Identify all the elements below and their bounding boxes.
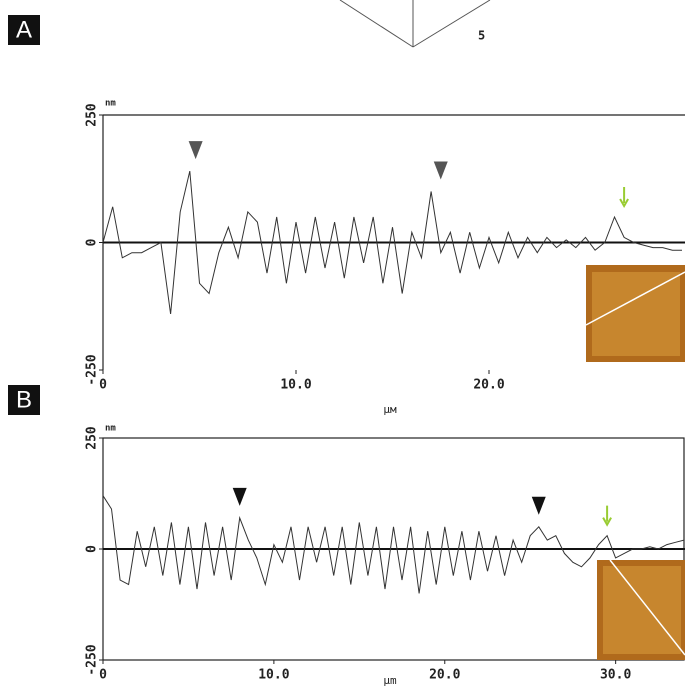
axis-line	[340, 0, 413, 47]
x-axis-label: µm	[383, 674, 397, 687]
y-unit: nm	[105, 424, 116, 434]
x-axis-label: µм	[383, 403, 397, 416]
triangle-marker	[434, 162, 448, 180]
top-3d-axes	[340, 0, 490, 47]
inset-image-b	[597, 560, 685, 660]
triangle-marker	[189, 141, 203, 159]
panel-label: B	[16, 386, 32, 413]
y-tick-label: 0	[85, 545, 100, 553]
x-tick-label: 30.0	[600, 668, 631, 683]
arrow-marker	[603, 506, 611, 525]
y-unit: nm	[105, 99, 116, 109]
x-tick-label: 0	[99, 378, 107, 393]
inset-image-a	[586, 265, 685, 362]
triangle-marker	[233, 488, 247, 506]
x-tick-label: 20.0	[473, 378, 504, 393]
y-tick-label: 250	[85, 426, 100, 450]
triangle-marker	[532, 497, 546, 515]
x-tick-label: 10.0	[280, 378, 311, 393]
afm-texture	[603, 566, 681, 654]
y-tick-label: -250	[85, 354, 100, 385]
y-tick-label: 0	[85, 238, 100, 246]
profile-line	[103, 496, 684, 594]
arrow-marker	[620, 187, 628, 206]
panel-label: A	[16, 16, 32, 43]
x-tick-label: 10.0	[258, 668, 289, 683]
y-tick-label: 250	[85, 103, 100, 127]
axis-label: 5	[478, 29, 485, 43]
x-tick-label: 0	[99, 668, 107, 683]
x-tick-label: 20.0	[429, 668, 460, 683]
figure: 5 Anm-2500250010.020.0µмBnm-2500250010.0…	[0, 0, 685, 690]
y-tick-label: -250	[85, 644, 100, 675]
